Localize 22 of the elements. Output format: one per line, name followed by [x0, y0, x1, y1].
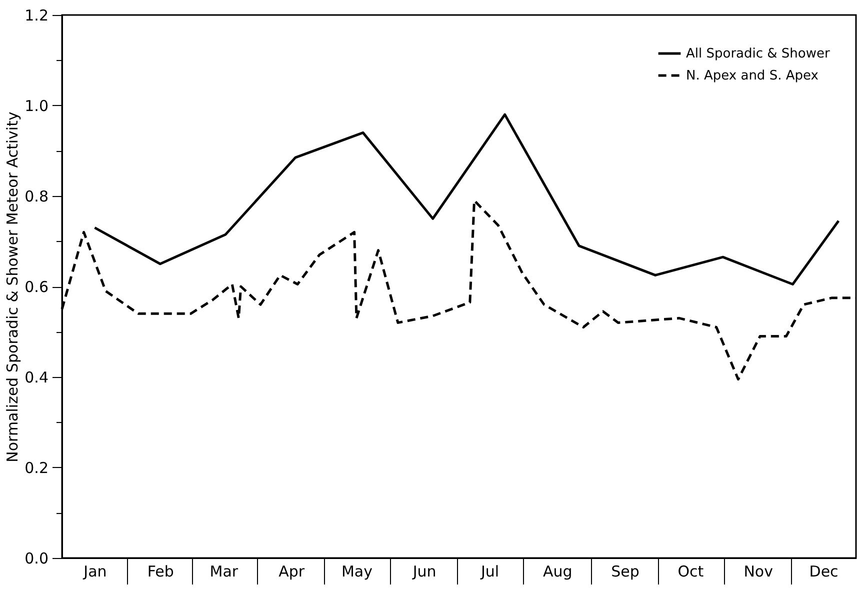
- y-tick-label: 0.4: [24, 368, 48, 386]
- x-tick-label: Apr: [278, 562, 306, 580]
- x-tick-label: Feb: [147, 562, 174, 580]
- y-tick-label: 0.8: [24, 188, 48, 206]
- y-tick-label: 1.2: [24, 6, 48, 24]
- x-tick-label: Nov: [744, 562, 774, 580]
- x-tick-label: May: [341, 562, 373, 580]
- x-tick-label: Sep: [611, 562, 640, 580]
- y-axis-title: Normalized Sporadic & Shower Meteor Activity: [4, 112, 22, 462]
- x-tick-label: Dec: [809, 562, 838, 580]
- y-tick-label: 0.2: [24, 459, 48, 477]
- x-tick-label: Mar: [210, 562, 239, 580]
- x-tick-label: Jul: [480, 562, 500, 580]
- x-tick-label: Jun: [412, 562, 436, 580]
- legend-label: N. Apex and S. Apex: [686, 68, 819, 84]
- y-tick-label: 0.6: [24, 278, 48, 296]
- x-tick-label: Aug: [543, 562, 572, 580]
- x-tick-label: Jan: [82, 562, 107, 580]
- y-tick-label: 1.0: [24, 97, 48, 115]
- legend-label: All Sporadic & Shower: [686, 46, 831, 62]
- x-tick-label: Oct: [678, 562, 704, 580]
- y-tick-label: 0.0: [24, 550, 48, 568]
